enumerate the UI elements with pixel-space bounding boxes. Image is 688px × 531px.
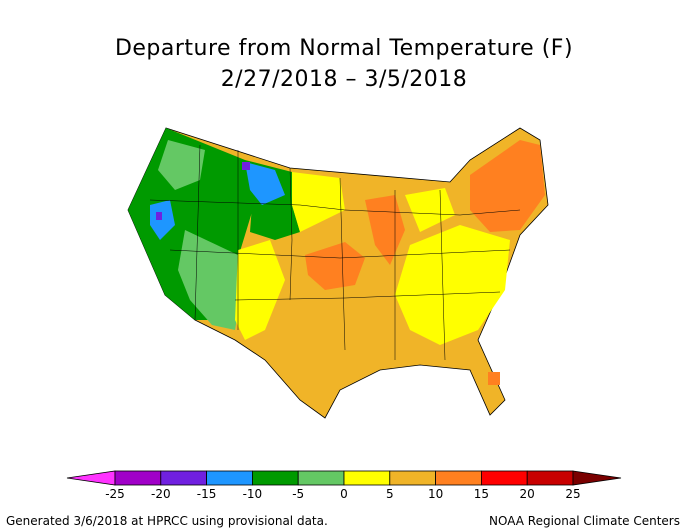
legend-swatch (480, 470, 528, 486)
legend-tick-label: 10 (428, 487, 443, 501)
northeast-orange-zone (470, 140, 545, 232)
legend-left-arrow (66, 470, 116, 486)
central-plains-orange-zone (305, 242, 365, 290)
legend-swatch (206, 470, 253, 486)
coldest-spot-oregon (156, 212, 162, 220)
legend-tick-label: 0 (340, 487, 348, 501)
legend-tick-label: -5 (292, 487, 304, 501)
great-lakes-yellow-zone (405, 188, 455, 232)
legend-swatch (160, 470, 208, 486)
legend-tick-label: -15 (197, 487, 217, 501)
legend-tick-label: -10 (243, 487, 263, 501)
northern-plains-yellow-zone (292, 172, 345, 232)
legend-swatch (435, 470, 482, 486)
legend-tick-label: -20 (151, 487, 171, 501)
legend-swatch (389, 470, 436, 486)
legend-tick-label: 15 (474, 487, 489, 501)
florida-orange-spot (488, 372, 500, 385)
legend-tick-label: 20 (520, 487, 535, 501)
plains-green-zone (250, 205, 300, 240)
state-boundaries (149, 127, 521, 361)
legend-swatch (297, 470, 345, 486)
color-legend: -25 -20 -15 -10 -5 0 5 10 15 20 25 (66, 470, 622, 501)
southwest-lightgreen-zone (178, 230, 240, 330)
rockies-yellow-zone (235, 240, 285, 340)
legend-tick-label: 25 (565, 487, 580, 501)
legend-swatch (114, 470, 162, 486)
footer-source: NOAA Regional Climate Centers (489, 514, 680, 528)
legend-swatch (343, 470, 391, 486)
coldest-spot-montana (242, 162, 250, 170)
legend-right-arrow (572, 470, 622, 486)
pacific-nw-lightgreen-zone (158, 140, 205, 190)
legend-swatch (526, 470, 574, 486)
cold-spot-montana (245, 162, 285, 205)
footer-generated-note: Generated 3/6/2018 at HPRCC using provis… (6, 514, 328, 528)
legend-tick-label: -25 (105, 487, 125, 501)
legend-swatch (251, 470, 299, 486)
map-title: Departure from Normal Temperature (F) (114, 36, 574, 61)
cold-spot-oregon (150, 200, 175, 240)
map-date-range: 2/27/2018 – 3/5/2018 (220, 67, 468, 92)
legend-tick-label: 5 (386, 487, 394, 501)
southeast-yellow-zone (395, 225, 510, 345)
